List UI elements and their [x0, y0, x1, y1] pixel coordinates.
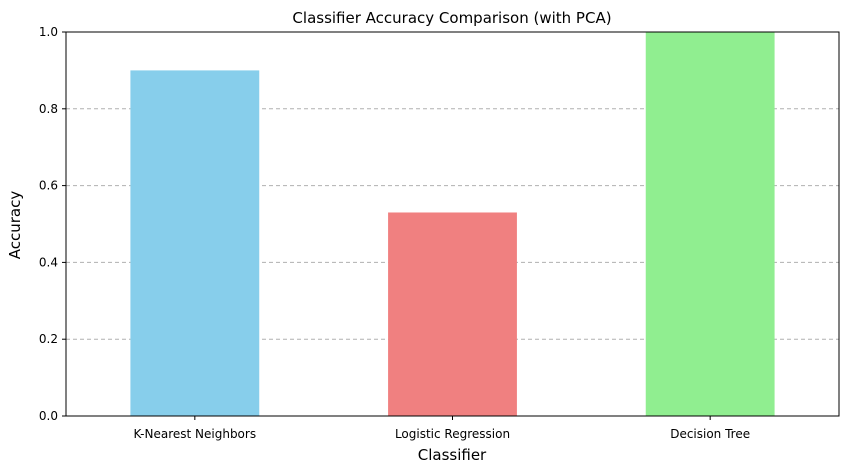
y-axis-label: Accuracy: [6, 191, 24, 260]
y-tick-label: 0.6: [39, 179, 58, 193]
y-tick-label: 0.0: [39, 409, 58, 423]
x-axis-label: Classifier: [418, 446, 487, 464]
bars: [130, 32, 775, 417]
bar: [388, 212, 517, 416]
bar: [645, 32, 775, 416]
y-tick-label: 0.2: [39, 332, 58, 346]
y-tick-label: 1.0: [39, 25, 58, 39]
y-tick-label: 0.4: [39, 255, 58, 269]
y-axis-ticks: 0.0 0.2 0.4 0.6 0.8 1.0: [39, 25, 66, 423]
x-tick-label: Decision Tree: [670, 427, 750, 441]
y-tick-label: 0.8: [39, 102, 58, 116]
chart-title: Classifier Accuracy Comparison (with PCA…: [292, 9, 611, 27]
x-tick-label: K-Nearest Neighbors: [134, 427, 257, 441]
x-axis-ticks: K-Nearest Neighbors Logistic Regression De…: [134, 416, 750, 441]
x-tick-label: Logistic Regression: [395, 427, 510, 441]
bar: [130, 70, 260, 417]
